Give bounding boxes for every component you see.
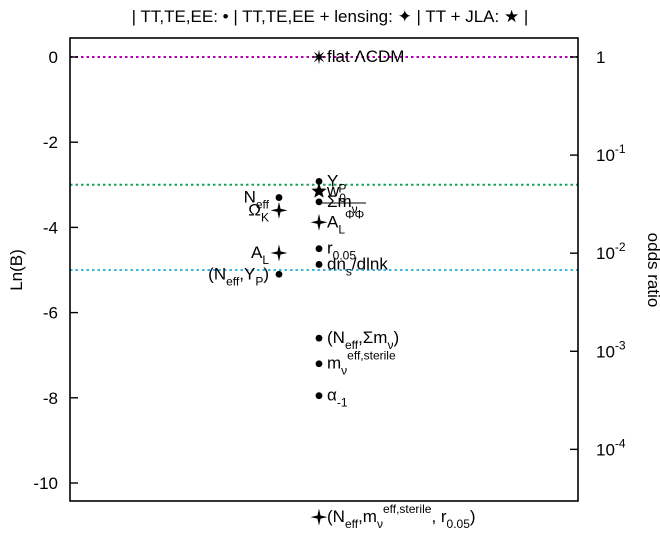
four-point-star-marker (270, 201, 288, 219)
dot-marker (315, 177, 323, 185)
dot-marker (315, 198, 323, 206)
dot-marker (315, 261, 323, 268)
left-tick-label: -4 (43, 218, 58, 237)
left-axis-ticks: 0 -2 -4 -6 -8 -10 (33, 48, 78, 493)
dot-marker (315, 360, 323, 368)
left-tick-label: -10 (33, 474, 58, 493)
model-label: ALΦΦ (327, 207, 364, 236)
dot-marker (315, 245, 323, 253)
model-label: w0 (326, 181, 346, 205)
left-tick-label: -6 (43, 304, 58, 323)
model-label: (Neff,Σmν) (327, 328, 399, 352)
model-label: α-1 (327, 386, 348, 410)
plot-frame (69, 37, 579, 502)
model-label: flat ΛCDM (327, 47, 404, 66)
four-point-star-marker (270, 244, 288, 262)
model-label: Σmν (327, 192, 358, 216)
reference-lines (70, 56, 578, 271)
right-tick-label: 10-2 (596, 240, 626, 263)
five-point-star-marker (311, 183, 327, 198)
model-label: (Neff,mνeff,sterile, r0.05) (327, 502, 476, 531)
model-label: r0.05 (327, 239, 356, 263)
model-label: dns/dlnk (327, 254, 388, 278)
right-axis-ticks: 1 10-1 10-2 10-3 10-4 (570, 48, 626, 459)
model-label: AL (251, 243, 269, 267)
four-point-star-marker (310, 213, 328, 231)
model-label: mνeff,sterile (327, 349, 396, 378)
dot-marker (275, 194, 283, 201)
model-label: (Neff,YP) (208, 264, 269, 288)
four-point-star-marker (310, 508, 328, 526)
model-label: Neff (244, 188, 270, 212)
data-points (270, 49, 328, 526)
right-tick-label: 10-3 (596, 338, 626, 361)
right-tick-label: 1 (596, 48, 605, 67)
dot-marker (315, 392, 323, 400)
model-label: ΩK (248, 200, 269, 224)
dot-marker (315, 334, 323, 342)
left-tick-label: 0 (49, 48, 58, 67)
left-tick-label: -2 (43, 133, 58, 152)
left-axis-label: Ln(B) (7, 249, 26, 291)
right-tick-label: 10-4 (596, 436, 626, 459)
chart-title: | TT,TE,EE: • | TT,TE,EE + lensing: ✦ | … (132, 7, 529, 26)
left-tick-label: -8 (43, 389, 58, 408)
flat-lcdm-marker (311, 49, 327, 65)
dot-marker (275, 270, 283, 278)
right-axis-label: odds ratio (644, 233, 660, 308)
model-label: YP (327, 171, 346, 195)
right-tick-label: 10-1 (596, 142, 626, 165)
